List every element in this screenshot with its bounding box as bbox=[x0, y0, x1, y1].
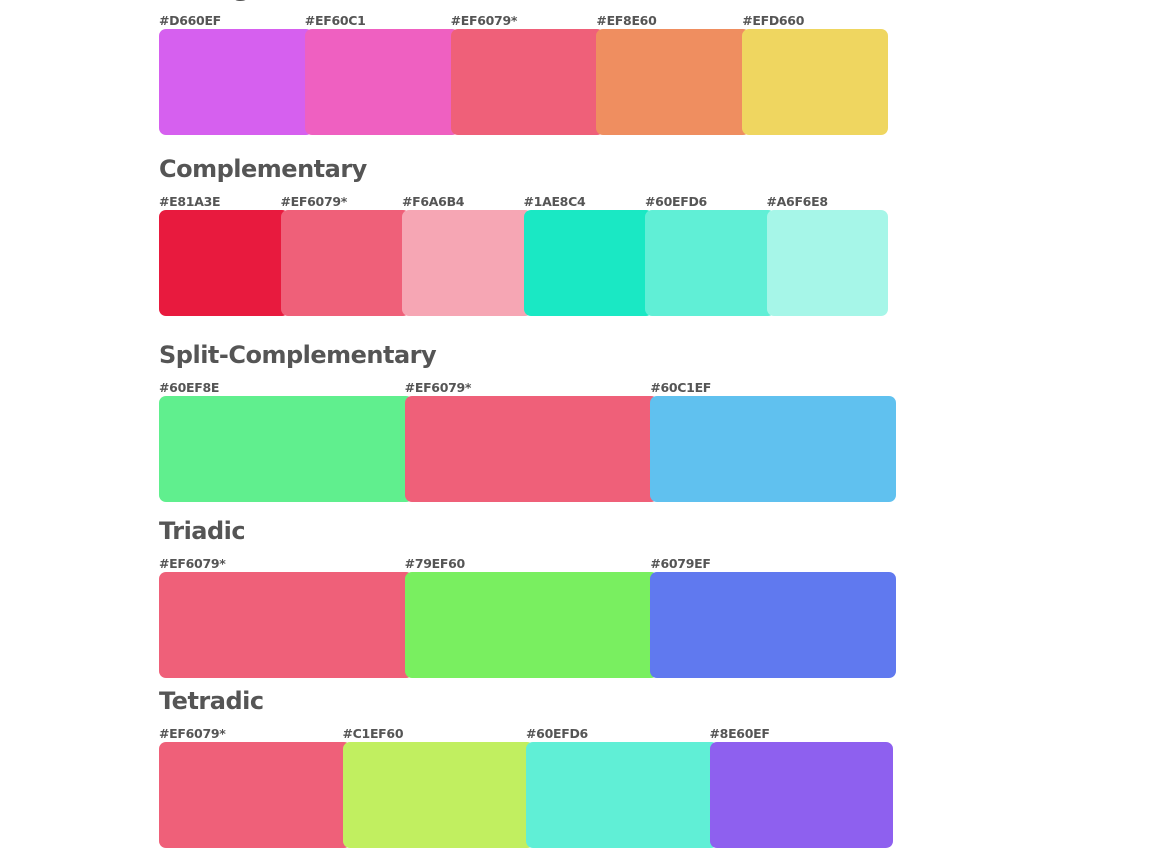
section-title: Triadic bbox=[159, 517, 246, 545]
color-label: #F6A6B4 bbox=[402, 194, 465, 209]
color-label: #60EFD6 bbox=[526, 726, 588, 741]
color-label: #EF6079* bbox=[280, 194, 348, 209]
color-swatch bbox=[304, 29, 459, 135]
color-swatch bbox=[159, 572, 413, 678]
color-label: #1AE8C4 bbox=[523, 194, 586, 209]
color-label: #8E60EF bbox=[709, 726, 770, 741]
color-label: #60EF8E bbox=[159, 380, 220, 395]
section-title: Complementary bbox=[159, 155, 367, 183]
color-label: #A6F6E8 bbox=[766, 194, 829, 209]
color-label: #C1EF60 bbox=[342, 726, 404, 741]
color-swatch bbox=[709, 742, 893, 848]
color-swatch bbox=[650, 396, 896, 502]
section-title: Tetradic bbox=[159, 687, 264, 715]
section-title: Split-Complementary bbox=[159, 341, 437, 369]
color-swatch bbox=[402, 210, 532, 316]
color-swatch bbox=[159, 396, 413, 502]
color-label: #EF6079* bbox=[159, 726, 226, 741]
color-label: #6079EF bbox=[650, 556, 711, 571]
color-swatch bbox=[645, 210, 775, 316]
color-swatch bbox=[404, 396, 659, 502]
color-label: #60EFD6 bbox=[645, 194, 707, 209]
color-label: #60C1EF bbox=[650, 380, 712, 395]
color-label: #D660EF bbox=[159, 13, 221, 28]
color-swatch bbox=[342, 742, 534, 848]
color-label: #EF6079* bbox=[404, 380, 472, 395]
color-swatch bbox=[159, 210, 289, 316]
color-swatch bbox=[450, 29, 605, 135]
page: Analogous #D660EF #EF60C1 #EF6079* #EF8E60 #E… bbox=[159, 0, 896, 848]
color-label: #EF60C1 bbox=[304, 13, 366, 28]
color-swatch bbox=[280, 210, 410, 316]
color-swatch bbox=[766, 210, 888, 316]
color-swatch bbox=[159, 742, 351, 848]
color-label: #EFD660 bbox=[742, 13, 805, 28]
color-swatch bbox=[742, 29, 888, 135]
color-label: #EF8E60 bbox=[596, 13, 657, 28]
section-title: Analogous bbox=[159, 0, 297, 2]
color-label: #79EF60 bbox=[404, 556, 466, 571]
color-label: #EF6079* bbox=[159, 556, 226, 571]
color-swatch bbox=[523, 210, 653, 316]
color-swatch bbox=[596, 29, 751, 135]
color-swatch bbox=[650, 572, 896, 678]
color-label: #E81A3E bbox=[159, 194, 221, 209]
color-swatch bbox=[159, 29, 313, 135]
color-label: #EF6079* bbox=[450, 13, 518, 28]
color-swatch bbox=[404, 572, 659, 678]
color-swatch bbox=[526, 742, 718, 848]
